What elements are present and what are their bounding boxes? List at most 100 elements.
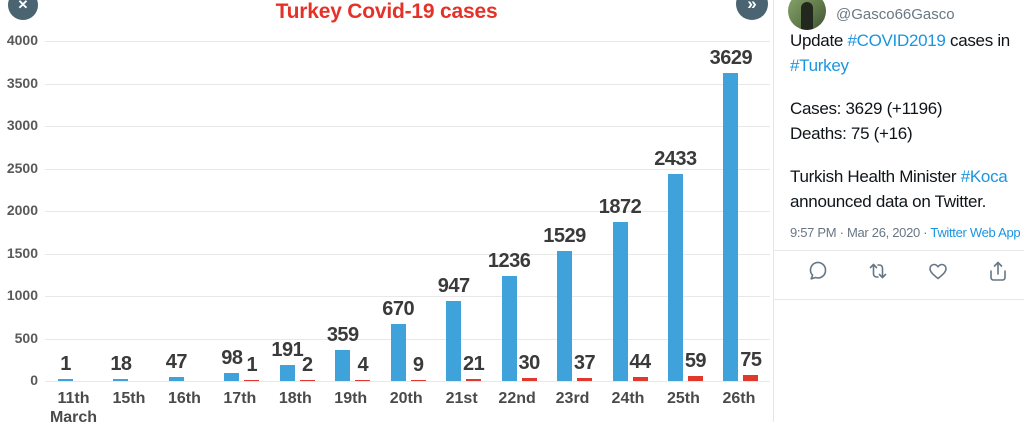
x-tick-text: 16th [167, 390, 201, 407]
divider [774, 250, 1024, 251]
share-icon[interactable] [985, 258, 1011, 284]
x-tick-text: 15th [112, 390, 146, 407]
x-tick-label: 11th March [50, 389, 97, 427]
bar-deaths-24th [632, 377, 648, 381]
x-tick-text: 26th [722, 390, 756, 407]
divider [774, 299, 1024, 300]
source-link[interactable]: Twitter Web App [930, 225, 1021, 240]
like-icon[interactable] [925, 258, 951, 284]
x-tick-label: 23rd [556, 389, 590, 408]
cases-value-label: 191 [271, 338, 304, 361]
next-chevrons-icon[interactable]: » [736, 0, 768, 20]
deaths-value-label: 9 [412, 353, 424, 376]
deaths-value-label: 4 [357, 353, 369, 376]
reply-icon[interactable] [805, 258, 831, 284]
x-tick-label: 21st [446, 389, 478, 408]
cases-value-label: 1 [60, 353, 71, 375]
cases-value-label: 1236 [487, 249, 531, 272]
cases-value-label: 1529 [543, 225, 586, 248]
gridline [45, 338, 770, 340]
x-tick-label: 26th [722, 389, 755, 408]
bar-deaths-22nd [521, 378, 537, 381]
avatar-photo [801, 2, 813, 30]
bar-deaths-20th [410, 379, 426, 381]
cases-value-label: 18 [110, 353, 132, 375]
cases-value-label: 98 [221, 346, 243, 369]
gridline [45, 381, 770, 382]
deaths-value-label: 75 [740, 348, 762, 371]
x-tick-label: 22nd [498, 389, 535, 408]
x-tick-text: 11th [57, 390, 90, 407]
x-tick-text: 20th [389, 390, 423, 407]
tweet-text: Update [790, 31, 848, 50]
bar-cases-23rd [557, 251, 573, 381]
cases-value-label: 1872 [598, 195, 642, 218]
bar-cases-16th [168, 377, 184, 381]
bar-cases-18th [279, 364, 295, 381]
gridline [45, 83, 770, 85]
plot-area: 0 500 1000 1500 2000 2500 3000 3500 4000 1 11th Mar… [6, 32, 770, 426]
cases-value-label: 47 [165, 351, 188, 373]
y-tick-label: 1500 [6, 244, 38, 261]
x-tick-text: March [49, 409, 98, 426]
gridline [45, 296, 770, 297]
timestamp-text: 9:57 PM · Mar 26, 2020 · [790, 225, 931, 240]
x-tick-label: 16th [168, 389, 201, 408]
x-tick-text: 21st [445, 390, 478, 407]
y-tick-label: 1000 [6, 287, 38, 303]
deaths-value-label: 44 [629, 351, 651, 374]
x-tick-text: 22nd [498, 390, 536, 407]
bar-cases-11th-march [58, 379, 73, 381]
deaths-value-label: 37 [573, 351, 596, 374]
tweet-text-line: Cases: 3629 (+1196) [790, 96, 1020, 121]
x-tick-label: 25th [667, 389, 700, 408]
retweet-icon[interactable] [865, 258, 891, 284]
x-tick-label: 18th [279, 389, 312, 408]
bar-deaths-26th [743, 374, 759, 381]
tweet-panel: @Gasco66Gasco Update #COVID2019 cases in… [774, 0, 1024, 422]
hashtag-link[interactable]: #COVID2019 [847, 31, 946, 50]
bar-cases-26th [723, 72, 739, 381]
gridline [45, 41, 770, 42]
tweet-text: cases in [945, 31, 1010, 50]
bar-deaths-19th [355, 379, 371, 381]
y-tick-label: 3000 [6, 117, 38, 133]
bar-deaths-21st [466, 379, 482, 381]
tweet-text-line: announced data on Twitter. [790, 189, 1020, 214]
deaths-value-label: 2 [301, 353, 313, 376]
hashtag-link[interactable]: #Koca [960, 167, 1008, 186]
bar-cases-25th [667, 174, 683, 381]
x-tick-text: 18th [278, 390, 312, 407]
bar-cases-24th [612, 221, 628, 381]
deaths-value-label: 21 [463, 353, 485, 376]
deaths-value-label: 30 [518, 352, 540, 375]
chart-title: Turkey Covid-19 cases [275, 0, 498, 23]
x-tick-text: 19th [334, 390, 368, 407]
cases-value-label: 359 [326, 324, 359, 347]
tweet-text-line: Deaths: 75 (+16) [790, 121, 1020, 146]
gridline [45, 168, 770, 170]
bar-deaths-25th [687, 375, 703, 381]
hashtag-link[interactable]: #Turkey [790, 56, 849, 75]
bar-cases-15th [113, 379, 129, 381]
tweet-action-bar [805, 251, 1011, 291]
cases-value-label: 2433 [654, 148, 697, 171]
x-tick-label: 19th [334, 389, 367, 408]
deaths-value-label: 1 [246, 353, 258, 376]
avatar[interactable] [788, 0, 826, 30]
y-tick-label: 4000 [6, 32, 38, 48]
bar-cases-22nd [501, 275, 517, 381]
y-tick-label: 2000 [6, 202, 38, 218]
tweet-text-line: #Turkey [790, 53, 1020, 78]
bar-deaths-23rd [577, 377, 593, 381]
x-tick-text: 23rd [555, 390, 590, 407]
chart-panel: ✕ Turkey Covid-19 cases » 0 500 1000 1500 20… [6, 0, 770, 426]
tweet-text-line: Turkish Health Minister #Koca [790, 164, 1020, 189]
tweet-handle[interactable]: @Gasco66Gasco [836, 6, 955, 23]
cases-value-label: 3629 [709, 46, 753, 69]
close-icon[interactable]: ✕ [8, 0, 38, 20]
deaths-value-label: 59 [684, 349, 707, 372]
y-tick-label: 500 [14, 329, 38, 346]
gridline [45, 211, 770, 212]
